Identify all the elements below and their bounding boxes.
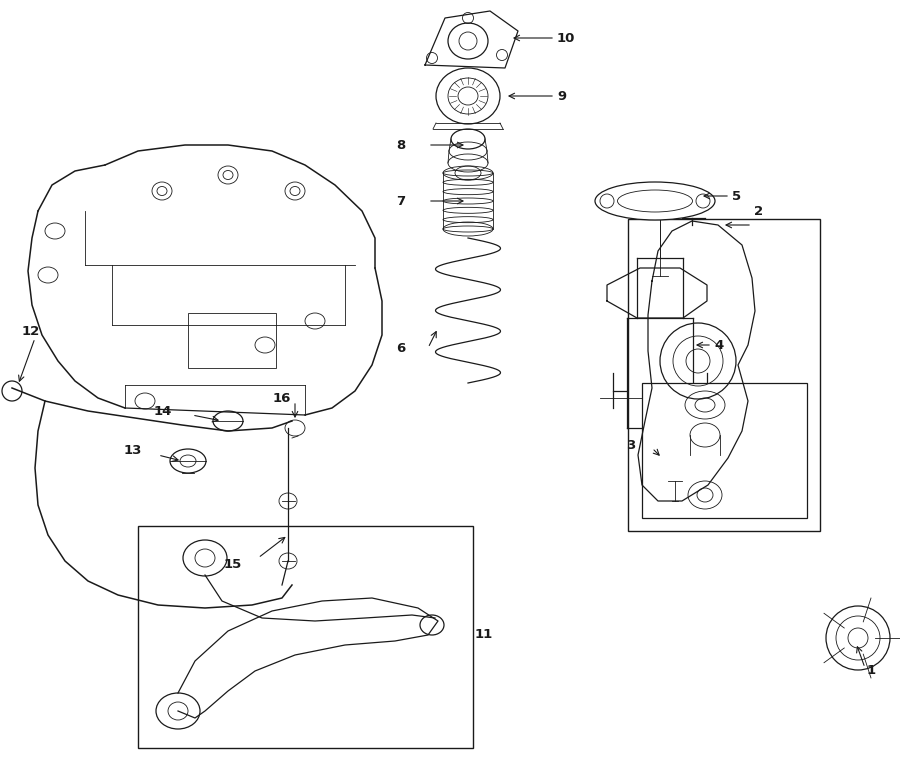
Text: 10: 10 xyxy=(557,32,575,45)
Text: 2: 2 xyxy=(754,205,763,217)
Ellipse shape xyxy=(156,693,200,729)
Ellipse shape xyxy=(183,540,227,576)
Text: 16: 16 xyxy=(273,391,292,404)
Text: 14: 14 xyxy=(154,404,172,417)
Text: 5: 5 xyxy=(732,189,741,203)
Text: 3: 3 xyxy=(626,438,635,451)
Text: 4: 4 xyxy=(714,339,724,352)
Text: 7: 7 xyxy=(396,195,405,207)
Bar xyxy=(188,313,276,368)
Text: 6: 6 xyxy=(396,342,405,355)
Ellipse shape xyxy=(420,615,444,635)
Text: 11: 11 xyxy=(475,628,493,642)
Text: 1: 1 xyxy=(867,665,876,677)
Bar xyxy=(138,526,473,748)
Ellipse shape xyxy=(595,182,715,220)
Text: 9: 9 xyxy=(557,90,566,103)
Text: 15: 15 xyxy=(224,559,242,571)
Text: 12: 12 xyxy=(22,325,40,338)
Text: 13: 13 xyxy=(123,444,142,458)
Bar xyxy=(628,219,820,531)
Bar xyxy=(642,383,807,518)
Text: 8: 8 xyxy=(396,138,405,152)
